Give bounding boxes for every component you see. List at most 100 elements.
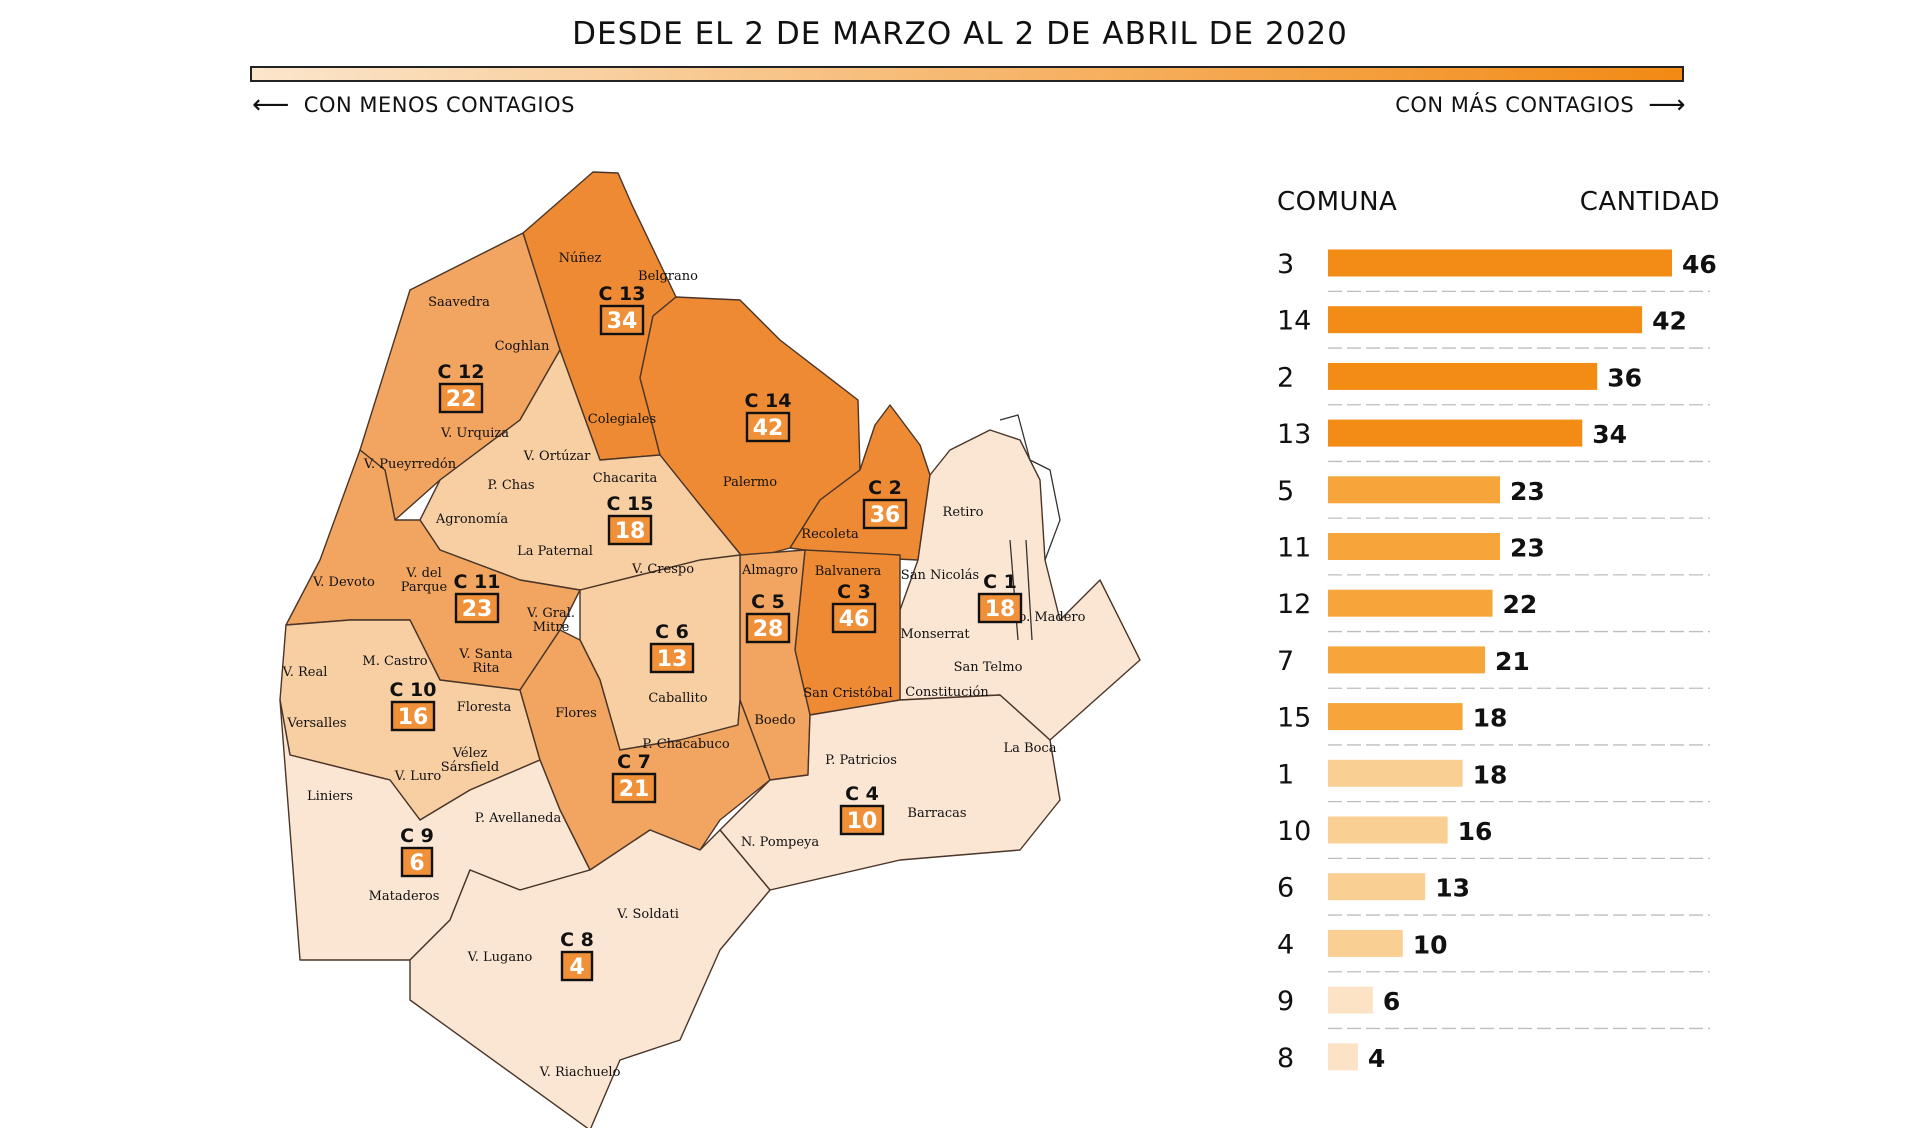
bar-comuna-8 [1328, 1043, 1358, 1071]
bar-comuna-15 [1328, 703, 1463, 731]
value-box-c-8 [560, 950, 594, 982]
comuna-name-c-9: C 9 [400, 825, 434, 847]
neighborhood-m-castro: M. Castro [362, 654, 427, 669]
neighborhood-san-telmo: San Telmo [954, 660, 1023, 675]
bar-comuna-3 [1328, 249, 1672, 277]
value-c-3: 46 [839, 607, 870, 632]
neighborhood-n-pompeya: N. Pompeya [741, 835, 820, 850]
bar-label-10: 10 [1277, 816, 1311, 847]
neighborhood-v-del-parque: Parque [401, 580, 448, 595]
map-label-c-14: C 14 42 [745, 390, 792, 443]
legend-high-label: CON MÁS CONTAGIOS [1395, 93, 1635, 117]
bar-value-12: 22 [1503, 590, 1538, 619]
bar-comuna-13 [1328, 419, 1583, 447]
bar-comuna-9 [1328, 986, 1373, 1014]
bar-comuna-5 [1328, 476, 1500, 504]
neighborhood-san-nicolas: San Nicolás [901, 568, 979, 583]
bar-value-2: 36 [1607, 363, 1642, 392]
bar-value-4: 10 [1413, 930, 1448, 959]
bar-label-9: 9 [1277, 986, 1294, 1017]
comuna-name-c-5: C 5 [751, 591, 785, 613]
neighborhood-coghlan: Coghlan [495, 339, 550, 354]
comuna-name-c-11: C 11 [454, 571, 501, 593]
neighborhood-v-real: V. Real [282, 665, 328, 680]
bar-comuna-2 [1328, 362, 1598, 390]
bar-value-6: 13 [1435, 874, 1470, 903]
neighborhood-v-urquiza: V. Urquiza [440, 426, 509, 441]
neighborhood-caballito: Caballito [648, 691, 707, 706]
map-label-c-7: C 721 [611, 751, 657, 804]
value-box-c-12 [438, 382, 484, 414]
neighborhood-mataderos: Mataderos [369, 889, 440, 904]
value-c-5: 28 [753, 617, 784, 642]
neighborhood-colegiales: Colegiales [588, 412, 656, 427]
legend-low: ⟵ CON MENOS CONTAGIOS [252, 92, 575, 118]
bar-comuna-7 [1328, 646, 1486, 674]
value-c-12: 22 [446, 387, 477, 412]
comuna-name-c-2: C 2 [868, 477, 902, 499]
bar-comuna-14 [1328, 306, 1643, 334]
value-box-c-5 [745, 612, 791, 644]
comuna-name-c-4: C 4 [845, 783, 879, 805]
bar-comuna-4 [1328, 929, 1403, 957]
bar-label-7: 7 [1277, 646, 1294, 677]
bar-label-14: 14 [1277, 306, 1311, 337]
neighborhood-nunez: Núñez [559, 251, 602, 266]
neighborhood-agronomia: Agronomía [435, 512, 508, 527]
value-box-c-3 [831, 602, 877, 634]
neighborhood-p-chacabuco: P. Chacabuco [642, 737, 729, 752]
value-c-7: 21 [619, 777, 650, 802]
neighborhood-recoleta: Recoleta [801, 527, 859, 542]
bar-value-3: 46 [1682, 250, 1717, 279]
value-box-c-4 [839, 804, 885, 836]
bar-value-15: 18 [1473, 704, 1508, 733]
map-label-c-1: C 118 [977, 571, 1023, 624]
neighborhood-la-boca: La Boca [1004, 741, 1057, 756]
neighborhood-saavedra: Saavedra [428, 295, 490, 310]
neighborhood-v-soldati: V. Soldati [616, 907, 679, 922]
bar-label-12: 12 [1277, 589, 1311, 620]
y-axis-label: COMUNA [1277, 187, 1397, 217]
chart-title: DESDE EL 2 DE MARZO AL 2 DE ABRIL DE 202… [572, 16, 1348, 52]
bar-label-2: 2 [1277, 362, 1294, 393]
map-label-c-9: C 96 [400, 825, 434, 878]
map-label-c-8: C 84 [560, 929, 594, 982]
neighborhood-p-patricios: P. Patricios [825, 753, 897, 768]
neighborhood-v-crespo: V. Crespo [631, 562, 694, 577]
map-label-c-10: C 10 16 [390, 679, 437, 732]
comuna-name-c-7: C 7 [617, 751, 651, 773]
neighborhood-chacarita: Chacarita [593, 471, 658, 486]
bar-value-11: 23 [1510, 534, 1545, 563]
bar-label-13: 13 [1277, 419, 1311, 450]
bar-value-10: 16 [1458, 817, 1493, 846]
bar-label-8: 8 [1277, 1043, 1294, 1074]
bar-label-15: 15 [1277, 703, 1311, 734]
bar-label-6: 6 [1277, 873, 1294, 904]
comuna-name-c-13: C 13 [599, 283, 646, 305]
comuna-name-c-10: C 10 [390, 679, 437, 701]
comuna-name-c-6: C 6 [655, 621, 689, 643]
value-c-11: 23 [462, 597, 493, 622]
neighborhood-liniers: Liniers [307, 789, 353, 804]
neighborhood-belgrano: Belgrano [638, 269, 698, 284]
bar-label-5: 5 [1277, 476, 1294, 507]
bar-label-1: 1 [1277, 759, 1294, 790]
neighborhood-monserrat: Monserrat [900, 627, 970, 642]
neighborhood-pto-madero: Pto. Madero [1005, 610, 1086, 625]
value-c-4: 10 [847, 809, 878, 834]
legend-low-label: CON MENOS CONTAGIOS [303, 93, 575, 117]
x-axis-label: CANTIDAD [1580, 187, 1720, 217]
bar-value-8: 4 [1368, 1044, 1385, 1073]
neighborhood-v-gral-mitre: V. Gral. [526, 606, 575, 621]
neighborhood-almagro: Almagro [741, 563, 798, 578]
neighborhood-v-lugano: V. Lugano [467, 950, 533, 965]
neighborhood-palermo: Palermo [723, 475, 777, 490]
bar-comuna-6 [1328, 873, 1426, 901]
comuna-name-c-8: C 8 [560, 929, 594, 951]
neighborhood-velez-sarsfield: Sársfield [441, 760, 499, 775]
value-box-c-10 [390, 700, 436, 732]
comuna-name-c-14: C 14 [745, 390, 792, 412]
